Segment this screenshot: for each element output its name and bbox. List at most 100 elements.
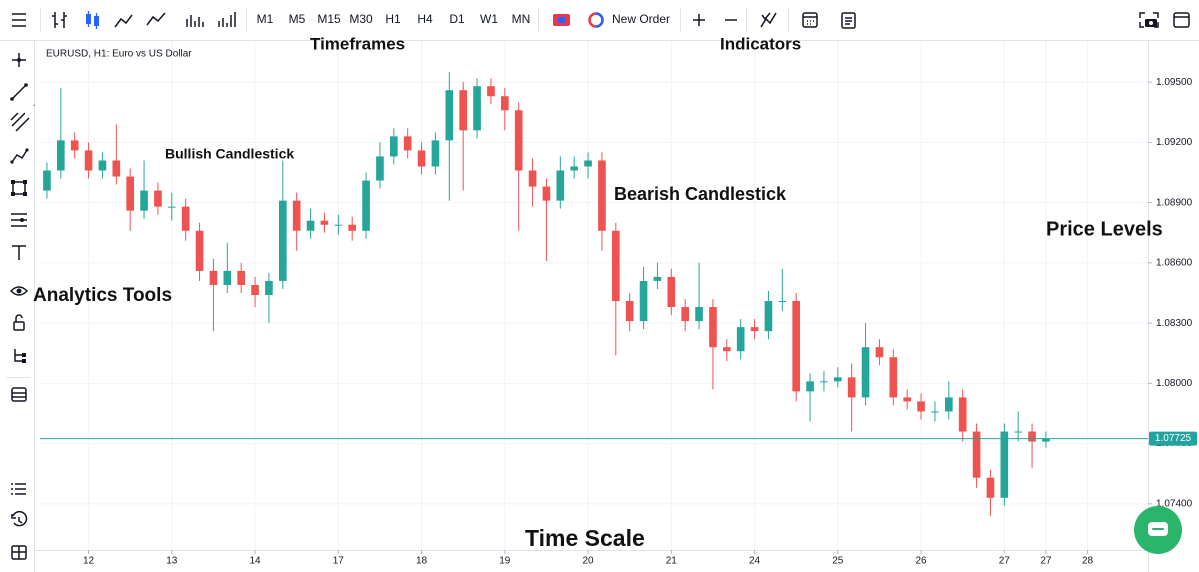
bar-chart-button[interactable] <box>52 12 67 28</box>
x-tick-label: 19 <box>499 556 511 567</box>
x-tick-label: 14 <box>250 556 262 567</box>
candle-body <box>806 381 814 392</box>
candle-body <box>154 190 162 207</box>
history-button[interactable] <box>11 510 28 527</box>
annotation: Indicators <box>720 34 801 53</box>
timeframe-button[interactable]: D1 <box>449 12 465 26</box>
lock-tool[interactable] <box>13 314 25 331</box>
y-tick-label: 1.07400 <box>1156 498 1193 509</box>
pattern-tool[interactable] <box>11 213 27 227</box>
candle-body <box>320 220 329 225</box>
area-chart-button[interactable] <box>146 12 166 26</box>
timeframe-button[interactable]: M5 <box>289 12 306 26</box>
candle-body <box>292 200 301 231</box>
indicators-button[interactable] <box>760 12 777 28</box>
candle-body <box>181 206 190 231</box>
candle-body <box>43 170 51 191</box>
calculator-button[interactable] <box>11 545 27 560</box>
x-tick-label: 21 <box>666 556 678 567</box>
candle-body <box>570 166 579 171</box>
candle-body <box>112 160 121 177</box>
timeframe-button[interactable]: H1 <box>385 12 401 26</box>
new-order-button[interactable]: New Order <box>588 12 671 28</box>
text-tool[interactable] <box>12 245 26 260</box>
candle-body <box>847 377 856 398</box>
candle-body <box>917 401 925 412</box>
list-button[interactable] <box>11 483 26 495</box>
y-tick-label: 1.08300 <box>1156 318 1193 329</box>
candle-body <box>611 230 620 302</box>
timeframe-button[interactable]: M1 <box>257 12 274 26</box>
object-tree-tool[interactable] <box>14 349 26 363</box>
channel-tool[interactable] <box>10 112 30 132</box>
volume-button[interactable] <box>186 15 204 27</box>
candle-body <box>639 280 648 322</box>
candle-body <box>958 397 967 432</box>
timeframe-button[interactable]: M30 <box>349 12 373 26</box>
x-tick-label: 27 <box>1040 556 1052 567</box>
timeframe-button[interactable]: W1 <box>480 12 498 26</box>
one-click-button[interactable] <box>553 14 570 26</box>
y-tick-label: 1.09200 <box>1156 137 1193 148</box>
candle-body <box>820 381 828 383</box>
candle-body <box>56 140 65 171</box>
grid <box>40 40 1148 550</box>
candle-body <box>98 160 107 171</box>
candle-body <box>389 136 398 157</box>
candle-body <box>681 307 690 322</box>
candle-body <box>1014 431 1023 433</box>
trend-line-tool[interactable] <box>10 83 35 106</box>
zoom-in-button[interactable] <box>693 14 705 26</box>
candle-body <box>223 270 232 285</box>
notes-button[interactable] <box>841 12 856 29</box>
candle-chart-button[interactable] <box>86 11 99 29</box>
annotation: Price Levels <box>1046 218 1163 240</box>
candle-body <box>417 150 426 167</box>
candle-body <box>209 270 218 285</box>
candle-body <box>584 160 592 167</box>
x-tick-label: 17 <box>333 556 345 567</box>
y-tick-label: 1.08900 <box>1156 197 1193 208</box>
new-order-label[interactable]: New Order <box>612 12 670 26</box>
fib-tool[interactable] <box>10 148 29 164</box>
volume-bars-button[interactable] <box>218 12 236 27</box>
timeframe-button[interactable]: M15 <box>317 12 341 26</box>
annotation: Time Scale <box>525 525 645 551</box>
candle-body <box>792 301 801 392</box>
candle-body <box>931 411 939 413</box>
y-tick-label: 1.09500 <box>1156 77 1193 88</box>
timeframe-button[interactable]: MN <box>512 12 531 26</box>
x-tick-label: 28 <box>1082 556 1094 567</box>
candle-body <box>362 180 370 231</box>
timeframe-button[interactable]: H4 <box>417 12 433 26</box>
candle-body <box>84 150 93 171</box>
menu-button[interactable] <box>12 13 26 27</box>
candle-body <box>1000 431 1009 498</box>
candle-body <box>167 206 176 208</box>
x-tick-label: 18 <box>416 556 428 567</box>
templates-tool[interactable] <box>11 387 27 402</box>
candle-body <box>445 90 454 141</box>
candle-body <box>487 86 495 97</box>
hide-tool[interactable] <box>9 286 29 296</box>
candle-body <box>598 160 606 231</box>
x-tick-label: 13 <box>166 556 178 567</box>
annotation: Timeframes <box>310 34 405 53</box>
candle-body <box>736 327 745 352</box>
line-chart-button[interactable] <box>114 14 133 28</box>
fullscreen-button[interactable] <box>1173 12 1190 28</box>
candle-body <box>667 276 676 308</box>
shapes-tool[interactable] <box>11 180 27 196</box>
screenshot-button[interactable] <box>1139 12 1159 28</box>
candle-body <box>306 220 315 231</box>
crosshair-tool[interactable] <box>12 53 26 67</box>
annotation: Bearish Candlestick <box>614 184 787 204</box>
candle-body <box>140 190 148 211</box>
calendar-button[interactable] <box>802 12 818 28</box>
candle-body <box>986 477 995 498</box>
candle-body <box>334 224 343 226</box>
candle-body <box>709 307 717 348</box>
chat-button[interactable] <box>1134 506 1182 554</box>
candle-body <box>764 301 773 332</box>
